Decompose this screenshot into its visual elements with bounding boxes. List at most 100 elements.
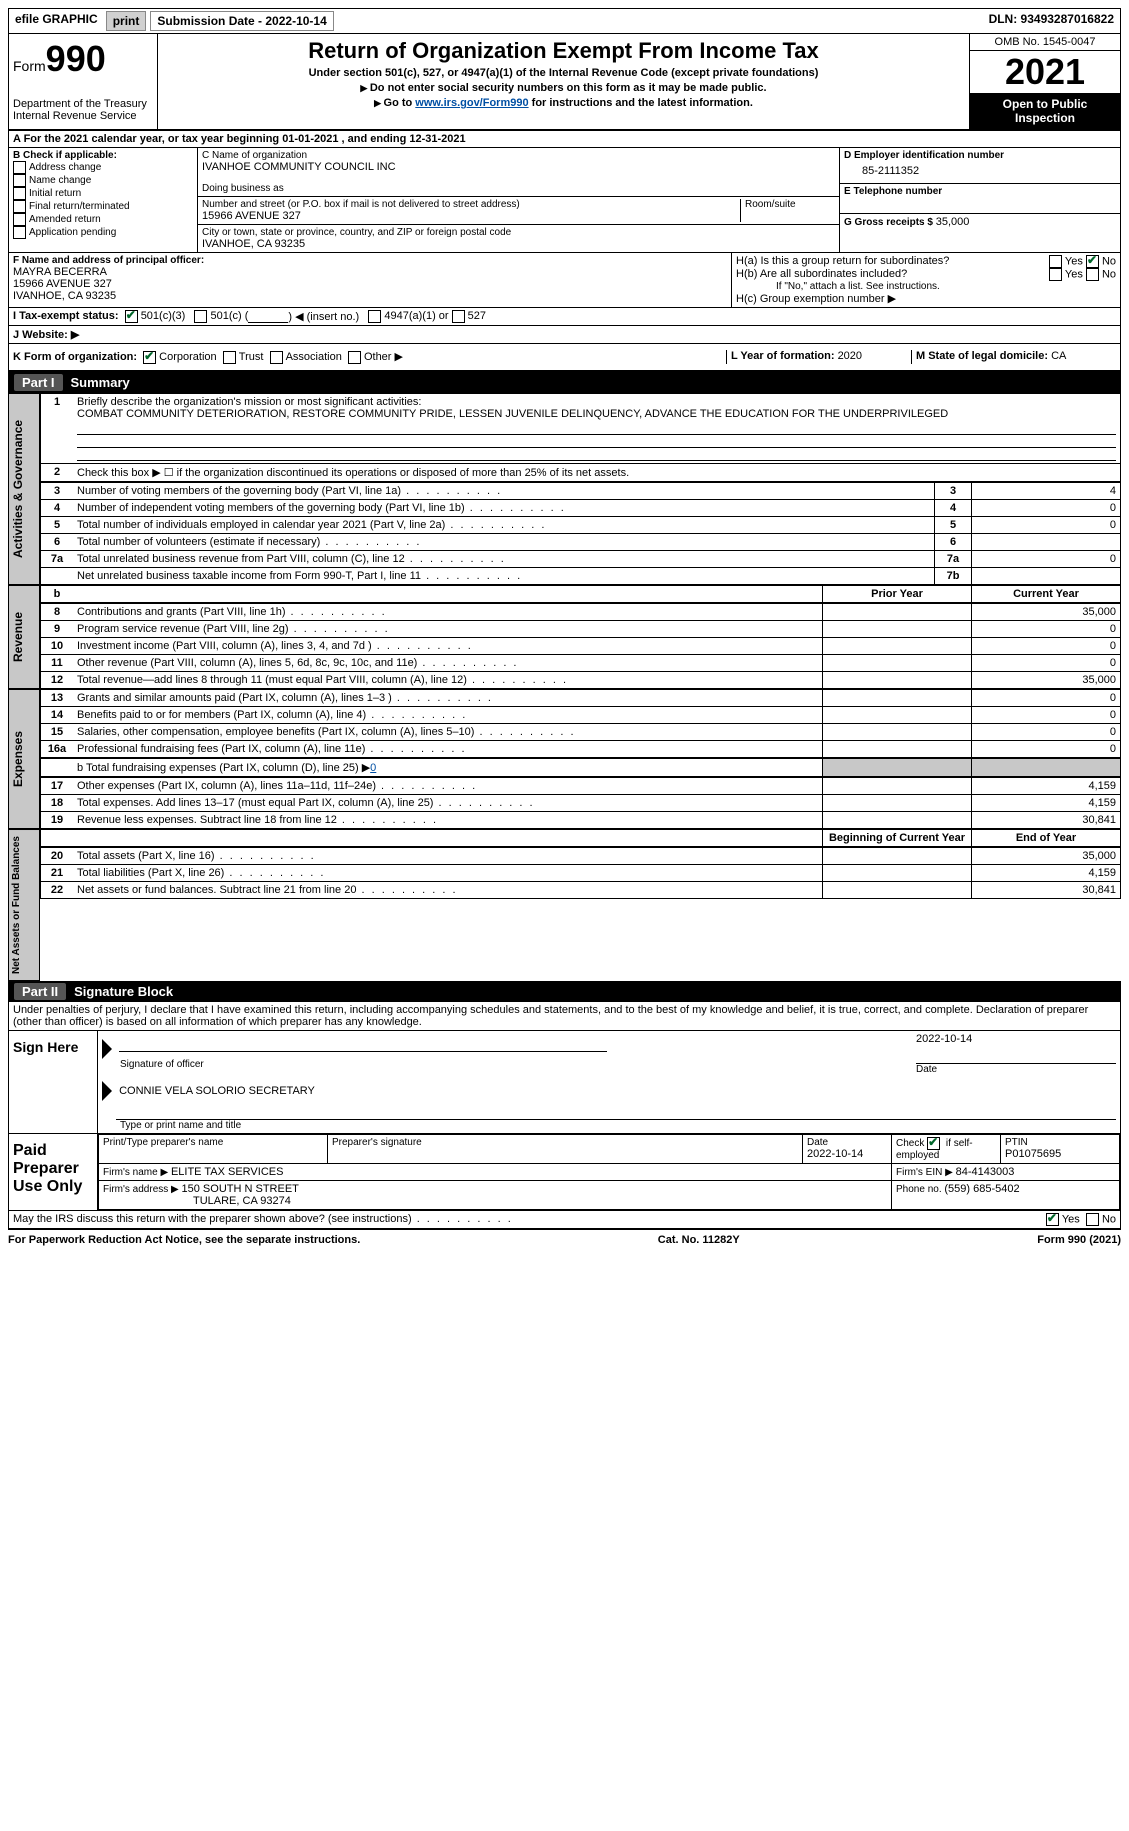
klm-row: K Form of organization: Corporation Trus… bbox=[8, 344, 1121, 372]
gross-val: 35,000 bbox=[936, 216, 970, 228]
officer-addr2: IVANHOE, CA 93235 bbox=[13, 290, 727, 302]
part1-bar: Part I Summary bbox=[8, 372, 1121, 393]
type-name-label: Type or print name and title bbox=[120, 1120, 1116, 1131]
527-checkbox[interactable] bbox=[452, 310, 465, 323]
col-b: B Check if applicable: Address change Na… bbox=[9, 148, 198, 252]
l16b-label: b Total fundraising expenses (Part IX, c… bbox=[77, 762, 370, 774]
l1b: COMBAT COMMUNITY DETERIORATION, RESTORE … bbox=[77, 408, 948, 420]
phone-block: E Telephone number bbox=[840, 184, 1120, 214]
discuss-yes: Yes bbox=[1062, 1213, 1080, 1225]
d-label: D Employer identification number bbox=[844, 150, 1116, 161]
corp-checkbox[interactable] bbox=[143, 351, 156, 364]
i-o2a: 501(c) ( bbox=[210, 310, 248, 323]
table-row: 17Other expenses (Part IX, column (A), l… bbox=[41, 777, 1121, 794]
irs-link[interactable]: www.irs.gov/Form990 bbox=[415, 97, 528, 109]
dln-label: DLN: 93493287016822 bbox=[983, 9, 1120, 33]
initial-return-checkbox[interactable] bbox=[13, 187, 26, 200]
exp-rows: 13Grants and similar amounts paid (Part … bbox=[40, 689, 1121, 758]
side-ag: Activities & Governance bbox=[8, 393, 40, 585]
exp-rows2: 17Other expenses (Part IX, column (A), l… bbox=[40, 777, 1121, 829]
header-mid: Return of Organization Exempt From Incom… bbox=[158, 34, 969, 129]
ein-val: 85-2111352 bbox=[844, 161, 1116, 181]
org-name: IVANHOE COMMUNITY COUNCIL INC bbox=[202, 161, 835, 173]
hb-no-checkbox[interactable] bbox=[1086, 268, 1099, 281]
line16b: b Total fundraising expenses (Part IX, c… bbox=[40, 758, 1121, 777]
assoc-checkbox[interactable] bbox=[270, 351, 283, 364]
table-row: 3Number of voting members of the governi… bbox=[41, 482, 1121, 499]
col-d: D Employer identification number 85-2111… bbox=[839, 148, 1120, 252]
discuss-yes-checkbox[interactable] bbox=[1046, 1213, 1059, 1226]
4947-checkbox[interactable] bbox=[368, 310, 381, 323]
app-pending-checkbox[interactable] bbox=[13, 226, 26, 239]
nhdr-e: End of Year bbox=[972, 829, 1121, 846]
table-row: 4Number of independent voting members of… bbox=[41, 499, 1121, 516]
table-row: 11Other revenue (Part VIII, column (A), … bbox=[41, 654, 1121, 671]
k-o1: Trust bbox=[239, 351, 264, 363]
name-change-checkbox[interactable] bbox=[13, 174, 26, 187]
discuss-no: No bbox=[1102, 1213, 1116, 1225]
addr-block: Number and street (or P.O. box if mail i… bbox=[198, 197, 839, 225]
hb-yes-checkbox[interactable] bbox=[1049, 268, 1062, 281]
goto-prefix: Go to bbox=[384, 97, 416, 109]
trust-checkbox[interactable] bbox=[223, 351, 236, 364]
part2-bar: Part II Signature Block bbox=[8, 981, 1121, 1002]
print-button[interactable]: print bbox=[106, 11, 147, 31]
table-row: 19Revenue less expenses. Subtract line 1… bbox=[41, 811, 1121, 828]
ha-yes-checkbox[interactable] bbox=[1049, 255, 1062, 268]
sig-date-val: 2022-10-14 bbox=[916, 1033, 1116, 1045]
identity-block: B Check if applicable: Address change Na… bbox=[8, 148, 1121, 253]
self-emp-checkbox[interactable] bbox=[927, 1137, 940, 1150]
501c3-checkbox[interactable] bbox=[125, 310, 138, 323]
amended-return-checkbox[interactable] bbox=[13, 213, 26, 226]
side-exp: Expenses bbox=[8, 689, 40, 829]
f-block: F Name and address of principal officer:… bbox=[9, 253, 732, 307]
nhdr-d bbox=[73, 829, 823, 846]
ag-section: Activities & Governance 1 Briefly descri… bbox=[8, 393, 1121, 585]
city-val: IVANHOE, CA 93235 bbox=[202, 238, 835, 250]
officer-sig-line[interactable] bbox=[119, 1033, 607, 1052]
preparer-table: Print/Type preparer's name Preparer's si… bbox=[98, 1134, 1120, 1210]
efile-label: efile GRAPHIC bbox=[9, 9, 104, 33]
l16b-val[interactable]: 0 bbox=[370, 762, 376, 774]
ha-row: H(a) Is this a group return for subordin… bbox=[736, 255, 1116, 268]
city-block: City or town, state or province, country… bbox=[198, 225, 839, 252]
h-block: H(a) Is this a group return for subordin… bbox=[732, 253, 1120, 307]
footer-left: For Paperwork Reduction Act Notice, see … bbox=[8, 1234, 360, 1246]
ein-block: D Employer identification number 85-2111… bbox=[840, 148, 1120, 184]
table-row: 16aProfessional fundraising fees (Part I… bbox=[41, 740, 1121, 757]
table-row: 9Program service revenue (Part VIII, lin… bbox=[41, 620, 1121, 637]
firm-phone-label: Phone no. bbox=[896, 1184, 944, 1195]
b-opt-5: Application pending bbox=[29, 227, 116, 238]
discuss-no-checkbox[interactable] bbox=[1086, 1213, 1099, 1226]
insert-no[interactable] bbox=[248, 310, 288, 323]
phone-val bbox=[844, 197, 1116, 211]
net-header: Beginning of Current Year End of Year bbox=[40, 829, 1121, 847]
b-opt-4: Amended return bbox=[29, 214, 101, 225]
table-row: 20Total assets (Part X, line 16)35,000 bbox=[41, 847, 1121, 864]
other-checkbox[interactable] bbox=[348, 351, 361, 364]
sig-officer-label: Signature of officer bbox=[120, 1059, 916, 1070]
ha-no-checkbox[interactable] bbox=[1086, 255, 1099, 268]
k-o0: Corporation bbox=[159, 351, 216, 363]
col-c: C Name of organization IVANHOE COMMUNITY… bbox=[198, 148, 839, 252]
submission-date: Submission Date - 2022-10-14 bbox=[150, 11, 333, 31]
hb-note: If "No," attach a list. See instructions… bbox=[736, 281, 1116, 292]
addr-label: Number and street (or P.O. box if mail i… bbox=[202, 199, 740, 210]
final-return-checkbox[interactable] bbox=[13, 200, 26, 213]
paid-label: Paid Preparer Use Only bbox=[9, 1134, 98, 1210]
addr-change-checkbox[interactable] bbox=[13, 161, 26, 174]
exp-section: Expenses 13Grants and similar amounts pa… bbox=[8, 689, 1121, 829]
ha-no: No bbox=[1102, 255, 1116, 267]
part2-label: Part II bbox=[14, 983, 66, 1000]
goto-suffix: for instructions and the latest informat… bbox=[529, 97, 753, 109]
i-o4: 527 bbox=[468, 310, 486, 323]
table-row: 12Total revenue—add lines 8 through 11 (… bbox=[41, 671, 1121, 688]
officer-printed-name: CONNIE VELA SOLORIO SECRETARY bbox=[119, 1085, 315, 1097]
501c-checkbox[interactable] bbox=[194, 310, 207, 323]
i-o1: 501(c)(3) bbox=[141, 310, 186, 323]
b-label: B Check if applicable: bbox=[13, 150, 193, 161]
footer-mid: Cat. No. 11282Y bbox=[658, 1234, 740, 1246]
table-row: 10Investment income (Part VIII, column (… bbox=[41, 637, 1121, 654]
form-title: Return of Organization Exempt From Incom… bbox=[166, 38, 961, 64]
firm-addr2: TULARE, CA 93274 bbox=[193, 1195, 291, 1207]
